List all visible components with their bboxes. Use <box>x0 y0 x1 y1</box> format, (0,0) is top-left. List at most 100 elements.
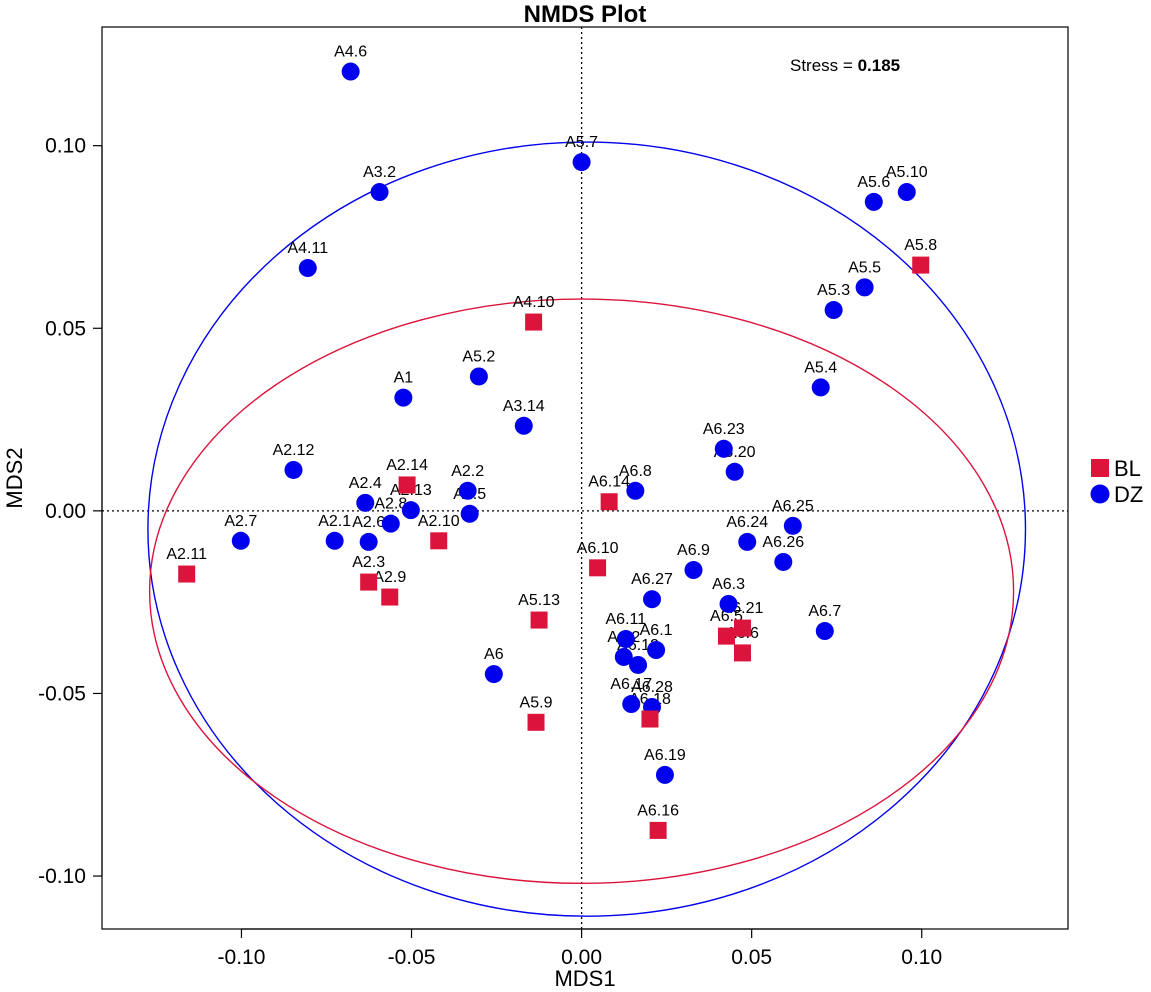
point-a2-8 <box>381 514 400 533</box>
point-label-a2-6: A2.6 <box>352 514 385 531</box>
point-a1 <box>394 388 413 407</box>
point-a5-7 <box>572 153 591 172</box>
legend-label-dz: DZ <box>1114 482 1143 507</box>
point-a4-10 <box>525 313 543 331</box>
point-a5-9 <box>527 713 545 731</box>
point-a6 <box>484 665 503 684</box>
point-label-a2-9: A2.9 <box>373 569 406 586</box>
x-tick-label: 0.05 <box>731 946 772 969</box>
point-a6-27 <box>643 590 662 609</box>
x-tick-label: 0.10 <box>901 946 942 969</box>
point-a6-1 <box>647 641 666 660</box>
point-label-a2-7: A2.7 <box>224 513 257 530</box>
point-a5-6 <box>864 192 883 211</box>
point-label-a6-10: A6.10 <box>577 540 619 557</box>
point-label-a2-12: A2.12 <box>273 442 315 459</box>
point-label-a2-10: A2.10 <box>418 513 460 530</box>
point-label-a5-10: A5.10 <box>886 164 928 181</box>
point-label-a6-11: A6.11 <box>606 611 647 628</box>
point-label-a4-10: A4.10 <box>513 294 555 311</box>
y-axis-label: MDS2 <box>2 447 27 508</box>
point-label-a6-17: A6.17 <box>610 676 652 693</box>
point-label-a5-3: A5.3 <box>817 282 850 299</box>
point-a6-19 <box>655 765 674 784</box>
point-a5-10 <box>897 183 916 202</box>
point-a6-14 <box>600 493 618 511</box>
point-label-a4-6: A4.6 <box>334 44 367 61</box>
point-a3-14 <box>514 416 533 435</box>
point-a5-3 <box>824 301 843 320</box>
point-label-a6-1: A6.1 <box>640 622 673 639</box>
reference-lines <box>102 27 1068 929</box>
y-tick-label: -0.10 <box>38 865 86 888</box>
point-a6-7 <box>815 622 834 641</box>
point-label-a6-25: A6.25 <box>772 498 814 515</box>
legend-marker-bl <box>1091 459 1109 477</box>
y-tick-label: 0.00 <box>45 500 86 523</box>
point-label-a2-11: A2.11 <box>166 546 207 563</box>
point-a6-24 <box>738 532 757 551</box>
point-label-a6-19: A6.19 <box>644 747 686 764</box>
point-a6-6 <box>733 644 751 662</box>
point-label-a5-4: A5.4 <box>804 359 837 376</box>
chart-title: NMDS Plot <box>524 1 647 28</box>
y-tick-label: 0.10 <box>45 135 86 158</box>
ellipse-bl <box>148 298 1015 885</box>
point-a2-10 <box>430 532 448 550</box>
point-a2-11 <box>178 565 196 583</box>
point-a2-2 <box>458 481 477 500</box>
y-axis: -0.10 -0.05 0.00 0.05 0.10 <box>38 135 103 888</box>
point-a2-1 <box>325 531 344 550</box>
point-a6-20 <box>725 462 744 481</box>
point-label-a6-27: A6.27 <box>631 571 673 588</box>
point-a5-5 <box>855 278 874 297</box>
x-tick-label: -0.05 <box>388 946 436 969</box>
point-a3-2 <box>370 183 389 202</box>
point-label-a6-3: A6.3 <box>712 576 745 593</box>
point-a6-18 <box>641 710 659 728</box>
point-label-a6-14: A6.14 <box>588 474 630 491</box>
point-label-a5-13: A5.13 <box>518 592 560 609</box>
point-a6-8 <box>626 481 645 500</box>
point-a2-7 <box>231 531 250 550</box>
point-a6-2 <box>614 647 633 666</box>
point-label-a6-8: A6.8 <box>619 463 652 480</box>
point-a2-3 <box>360 573 378 591</box>
point-label-a2-4: A2.4 <box>349 475 382 492</box>
confidence-ellipses <box>147 141 1027 917</box>
legend-label-bl: BL <box>1114 456 1141 481</box>
point-label-a2-1: A2.1 <box>318 513 351 530</box>
y-tick-label: -0.05 <box>38 682 86 705</box>
point-a5-8 <box>912 256 930 274</box>
point-label-a6-28: A6.28 <box>631 679 673 696</box>
point-label-a3-2: A3.2 <box>363 164 396 181</box>
y-tick-label: 0.05 <box>45 317 86 340</box>
point-a6-12 <box>629 655 648 674</box>
point-a2-6 <box>359 532 378 551</box>
point-label-a5-6: A5.6 <box>857 174 890 191</box>
point-a6-23 <box>714 439 733 458</box>
point-label-a5-5: A5.5 <box>848 259 881 276</box>
point-a6-5 <box>717 627 735 645</box>
point-label-a6-7: A6.7 <box>808 603 841 620</box>
point-a2-12 <box>284 460 303 479</box>
x-tick-label: 0.00 <box>561 946 602 969</box>
stress-annotation: Stress = 0.185 <box>790 56 900 75</box>
stress-value: 0.185 <box>858 56 901 75</box>
point-label-a2-2: A2.2 <box>451 463 484 480</box>
point-label-a6-24: A6.24 <box>726 514 768 531</box>
x-tick-label: -0.10 <box>218 946 266 969</box>
point-a6-17 <box>622 695 641 714</box>
ellipse-dz <box>147 141 1027 917</box>
point-a6-21 <box>733 619 751 637</box>
point-label-a5-7: A5.7 <box>565 134 598 151</box>
point-a2-13 <box>401 501 420 520</box>
point-a4-6 <box>341 62 360 81</box>
point-label-a5-2: A5.2 <box>462 348 495 365</box>
point-label-a5-8: A5.8 <box>904 237 937 254</box>
point-a6-3 <box>719 594 738 613</box>
point-label-a6-26: A6.26 <box>762 534 804 551</box>
